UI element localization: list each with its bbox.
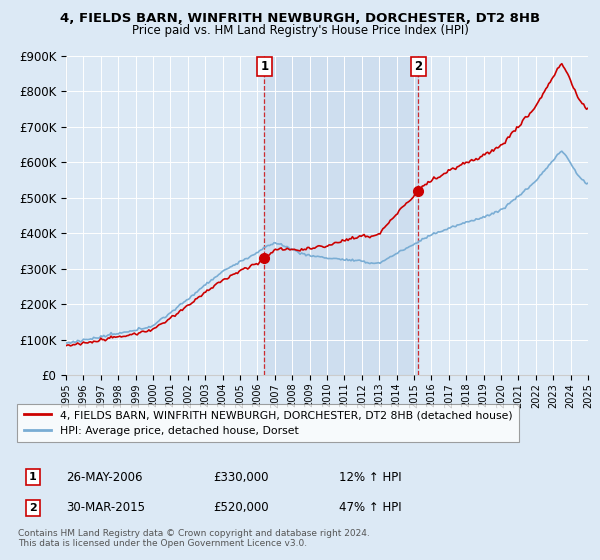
- Text: £330,000: £330,000: [213, 470, 269, 484]
- Text: 4, FIELDS BARN, WINFRITH NEWBURGH, DORCHESTER, DT2 8HB: 4, FIELDS BARN, WINFRITH NEWBURGH, DORCH…: [60, 12, 540, 25]
- Text: This data is licensed under the Open Government Licence v3.0.: This data is licensed under the Open Gov…: [18, 539, 307, 548]
- Legend: 4, FIELDS BARN, WINFRITH NEWBURGH, DORCHESTER, DT2 8HB (detached house), HPI: Av: 4, FIELDS BARN, WINFRITH NEWBURGH, DORCH…: [17, 404, 519, 442]
- Text: £520,000: £520,000: [213, 501, 269, 515]
- Bar: [265, 56, 418, 375]
- Text: 2: 2: [414, 60, 422, 73]
- Text: 47% ↑ HPI: 47% ↑ HPI: [339, 501, 401, 515]
- Text: Contains HM Land Registry data © Crown copyright and database right 2024.: Contains HM Land Registry data © Crown c…: [18, 529, 370, 538]
- Text: 2: 2: [29, 503, 37, 513]
- Text: 12% ↑ HPI: 12% ↑ HPI: [339, 470, 401, 484]
- Text: 1: 1: [260, 60, 268, 73]
- Text: Price paid vs. HM Land Registry's House Price Index (HPI): Price paid vs. HM Land Registry's House …: [131, 24, 469, 36]
- Text: 30-MAR-2015: 30-MAR-2015: [66, 501, 145, 515]
- Text: 1: 1: [29, 472, 37, 482]
- Text: 26-MAY-2006: 26-MAY-2006: [66, 470, 143, 484]
